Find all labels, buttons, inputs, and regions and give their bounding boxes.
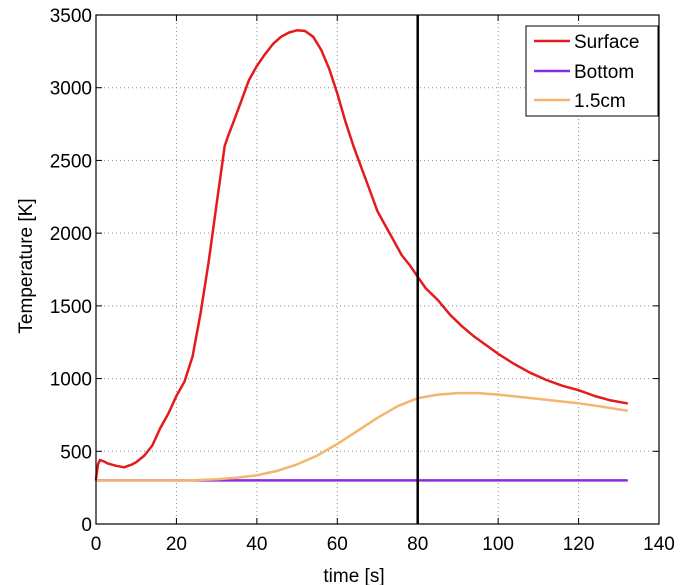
x-tick-label: 60 <box>327 534 348 555</box>
x-tick-label: 120 <box>563 534 595 555</box>
x-tick-label: 140 <box>643 534 675 555</box>
x-tick-labels: 0 20 40 60 80 100 120 140 <box>91 534 675 555</box>
series-lines <box>94 29 629 482</box>
plot-frame <box>95 14 660 525</box>
legend-label-surface: Surface <box>574 32 639 53</box>
x-tick-label: 40 <box>246 534 267 555</box>
y-tick-label: 3500 <box>50 6 92 27</box>
legend-item-1-5cm: 1.5cm <box>534 91 626 112</box>
y-tick-labels: 0 500 1000 1500 2000 2500 3000 3500 <box>50 6 92 536</box>
x-tick-label: 100 <box>482 534 514 555</box>
x-tick-label: 80 <box>407 534 428 555</box>
y-tick-label: 2500 <box>50 151 92 172</box>
y-axis-label: Temperature [K] <box>16 198 37 333</box>
y-tick-label: 500 <box>60 442 92 463</box>
legend-label-bottom: Bottom <box>574 62 634 83</box>
series-line-surface <box>94 29 629 481</box>
x-tick-label: 0 <box>91 534 102 555</box>
x-tick-label: 20 <box>166 534 187 555</box>
x-axis-label: time [s] <box>323 566 384 585</box>
legend-item-bottom: Bottom <box>534 62 634 83</box>
y-tick-label: 2000 <box>50 224 92 245</box>
y-tick-label: 0 <box>81 515 92 536</box>
y-tick-label: 1000 <box>50 370 92 391</box>
legend: Surface Bottom 1.5cm <box>525 25 659 117</box>
legend-item-surface: Surface <box>534 32 639 53</box>
y-tick-label: 1500 <box>50 297 92 318</box>
legend-label-1-5cm: 1.5cm <box>574 91 626 112</box>
y-tick-label: 3000 <box>50 79 92 100</box>
series-line-1-5cm <box>94 391 629 482</box>
